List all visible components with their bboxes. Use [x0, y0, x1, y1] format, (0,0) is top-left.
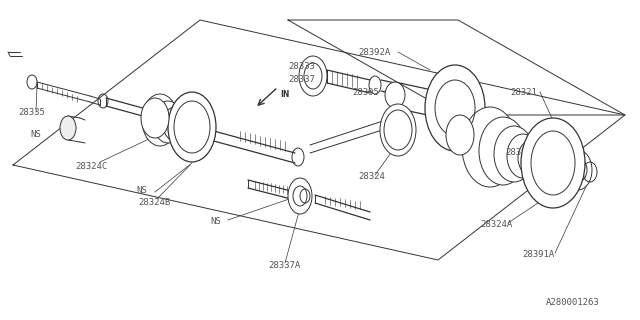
Ellipse shape [494, 126, 534, 182]
Text: 28324B: 28324B [138, 198, 170, 207]
Text: 28392A: 28392A [358, 48, 390, 57]
Text: 28395: 28395 [352, 88, 379, 97]
Text: 28391A: 28391A [522, 250, 554, 259]
Ellipse shape [172, 112, 190, 138]
Text: NS: NS [210, 217, 221, 226]
Ellipse shape [141, 98, 169, 138]
Ellipse shape [60, 116, 76, 140]
Ellipse shape [142, 94, 178, 146]
Ellipse shape [521, 118, 585, 208]
Text: 28324: 28324 [358, 172, 385, 181]
Ellipse shape [462, 107, 518, 187]
Ellipse shape [288, 178, 312, 214]
Text: NS: NS [30, 130, 41, 139]
Ellipse shape [425, 65, 485, 151]
Ellipse shape [369, 76, 381, 94]
Ellipse shape [518, 141, 542, 175]
Ellipse shape [163, 107, 187, 141]
Text: 28324C: 28324C [75, 162, 108, 171]
Ellipse shape [153, 101, 183, 143]
Ellipse shape [445, 95, 465, 121]
Ellipse shape [446, 115, 474, 155]
Ellipse shape [507, 134, 539, 178]
Ellipse shape [385, 82, 405, 108]
Ellipse shape [168, 92, 216, 162]
Text: IN: IN [280, 90, 289, 99]
Ellipse shape [564, 150, 592, 190]
Ellipse shape [299, 56, 327, 96]
Text: 28324A: 28324A [480, 220, 512, 229]
Text: A280001263: A280001263 [546, 298, 600, 307]
Ellipse shape [527, 146, 545, 172]
Ellipse shape [479, 117, 527, 185]
Text: 28323A: 28323A [505, 148, 537, 157]
Text: 28321: 28321 [510, 88, 537, 97]
Text: 28333: 28333 [288, 62, 315, 71]
Text: 28335: 28335 [18, 108, 45, 117]
Text: 28337A: 28337A [268, 261, 300, 270]
Text: 28337: 28337 [288, 75, 315, 84]
Ellipse shape [179, 116, 193, 136]
Text: NS: NS [136, 186, 147, 195]
Ellipse shape [380, 104, 416, 156]
